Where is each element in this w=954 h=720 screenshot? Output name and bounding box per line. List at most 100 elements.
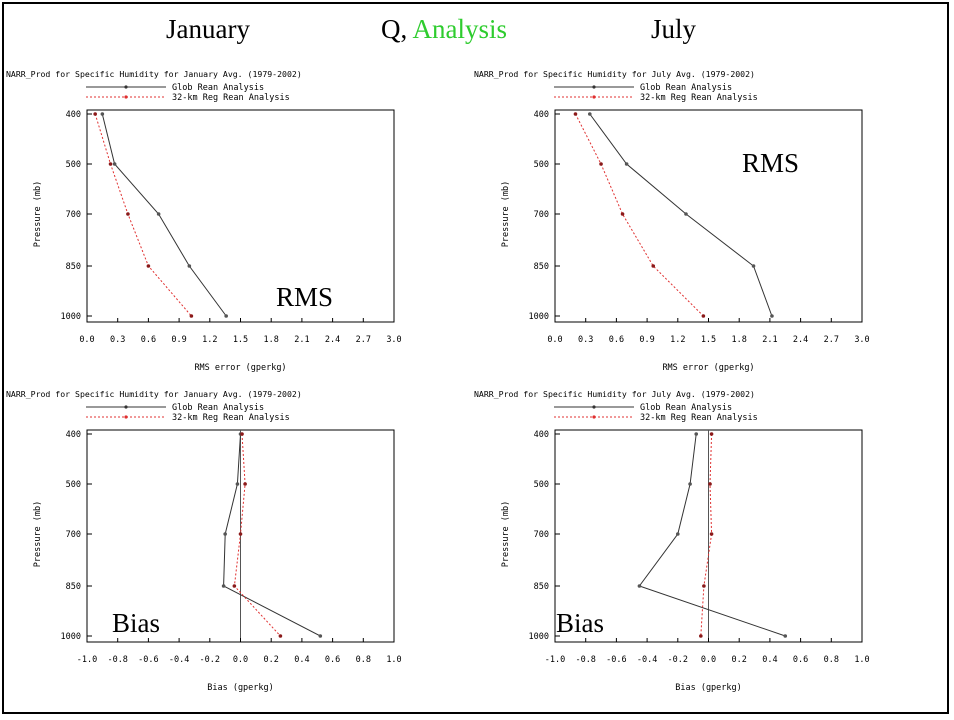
- legend-marker: [592, 85, 596, 89]
- x-tick-label: 1.8: [264, 335, 279, 345]
- overlay-bias-january: Bias: [112, 608, 161, 638]
- data-point: [221, 584, 226, 588]
- x-tick-label: 0.6: [609, 335, 624, 345]
- x-tick-label: 0.3: [578, 335, 593, 345]
- x-axis-label: RMS error (gperkg): [194, 363, 286, 373]
- x-tick-label: 0.0: [701, 655, 716, 665]
- legend-label: 32-km Reg Rean Analysis: [172, 93, 290, 103]
- legend-marker: [124, 85, 128, 89]
- data-point: [709, 432, 714, 436]
- data-point: [702, 584, 706, 588]
- x-tick-label: 1.2: [202, 335, 217, 345]
- y-tick-label: 500: [66, 480, 81, 490]
- y-tick-label: 850: [66, 262, 81, 272]
- x-tick-label: 1.8: [732, 335, 747, 345]
- x-tick-label: 0.0: [79, 335, 94, 345]
- legend-entry-glob: Glob Rean Analysis: [554, 83, 732, 93]
- data-point: [624, 162, 629, 166]
- x-tick-label: -1.0: [545, 655, 565, 665]
- data-point: [684, 212, 688, 216]
- data-point: [783, 634, 788, 638]
- legend-marker: [592, 405, 596, 409]
- overlay-rms-january: RMS: [276, 282, 334, 312]
- y-tick-label: 1000: [529, 632, 549, 642]
- series-line: [589, 113, 773, 317]
- y-tick-label: 400: [534, 110, 549, 120]
- x-tick-label: 0.8: [824, 655, 839, 665]
- data-point: [699, 634, 703, 638]
- data-point: [278, 634, 283, 638]
- x-tick-label: 0.8: [356, 655, 371, 665]
- data-point: [620, 212, 625, 216]
- x-tick-label: -0.6: [606, 655, 626, 665]
- x-tick-label: 0.3: [110, 335, 125, 345]
- y-tick-label: 400: [534, 430, 549, 440]
- x-tick-label: 2.7: [356, 335, 371, 345]
- overlay-bias-july: Bias: [556, 608, 605, 638]
- data-point: [187, 264, 192, 268]
- data-point: [126, 212, 130, 216]
- y-tick-label: 1000: [529, 312, 549, 322]
- series-glob: [100, 112, 228, 318]
- x-axis-label: Bias (gperkg): [675, 683, 742, 693]
- legend-entry-glob: Glob Rean Analysis: [554, 403, 732, 413]
- legend-label: Glob Rean Analysis: [640, 83, 732, 93]
- data-point: [108, 162, 113, 166]
- y-tick-label: 850: [534, 262, 549, 272]
- plot-frame: [86, 109, 395, 323]
- series-line: [101, 113, 227, 317]
- x-tick-label: 1.0: [854, 655, 869, 665]
- chart-title: NARR_Prod for Specific Humidity for Janu…: [6, 69, 302, 79]
- chart-january-rms: NARR_Prod for Specific Humidity for Janu…: [6, 66, 466, 382]
- y-tick-label: 500: [534, 480, 549, 490]
- x-tick-label: -0.8: [575, 655, 595, 665]
- data-point: [238, 532, 243, 536]
- x-tick-label: -0.4: [169, 655, 189, 665]
- data-point: [93, 112, 97, 116]
- x-tick-label: -0.8: [107, 655, 127, 665]
- x-tick-label: -0.2: [668, 655, 688, 665]
- x-axis-label: RMS error (gperkg): [662, 363, 754, 373]
- series-line: [223, 433, 321, 637]
- x-tick-label: 2.7: [824, 335, 839, 345]
- legend-entry-regional: 32-km Reg Rean Analysis: [554, 413, 758, 423]
- series-line: [575, 113, 704, 317]
- x-tick-label: 1.5: [701, 335, 716, 345]
- overlay-rms-july: RMS: [742, 148, 800, 178]
- series-line: [700, 433, 713, 637]
- data-point: [770, 314, 774, 318]
- data-point: [709, 532, 714, 536]
- legend-entry-regional: 32-km Reg Rean Analysis: [86, 93, 290, 103]
- x-tick-label: 0.6: [793, 655, 808, 665]
- data-point: [651, 264, 656, 268]
- data-point: [599, 162, 603, 166]
- x-tick-label: -0.4: [637, 655, 657, 665]
- x-tick-label: 3.0: [386, 335, 401, 345]
- x-tick-label: 1.2: [670, 335, 685, 345]
- y-tick-label: 500: [66, 160, 81, 170]
- y-tick-label: 700: [534, 210, 549, 220]
- legend-marker: [592, 95, 596, 99]
- x-tick-label: 0.2: [732, 655, 747, 665]
- x-tick-label: 3.0: [854, 335, 869, 345]
- y-tick-label: 400: [66, 110, 81, 120]
- series-regional: [232, 432, 283, 638]
- data-point: [146, 264, 151, 268]
- y-axis-label: Pressure (mb): [501, 501, 511, 568]
- y-axis-label: Pressure (mb): [33, 501, 43, 568]
- header-variable-prefix: Q,: [381, 14, 413, 44]
- chart-title: NARR_Prod for Specific Humidity for July…: [474, 389, 755, 399]
- legend-label: 32-km Reg Rean Analysis: [640, 413, 758, 423]
- x-tick-label: 0.0: [233, 655, 248, 665]
- chart-july-bias: NARR_Prod for Specific Humidity for July…: [474, 386, 934, 702]
- y-tick-label: 700: [534, 530, 549, 540]
- data-point: [637, 584, 642, 588]
- header-july: July: [651, 14, 697, 44]
- series-glob: [587, 112, 774, 318]
- data-point: [156, 212, 161, 216]
- x-tick-label: -0.2: [200, 655, 220, 665]
- legend-label: Glob Rean Analysis: [172, 83, 264, 93]
- legend-marker: [124, 95, 128, 99]
- x-tick-label: 0.4: [294, 655, 309, 665]
